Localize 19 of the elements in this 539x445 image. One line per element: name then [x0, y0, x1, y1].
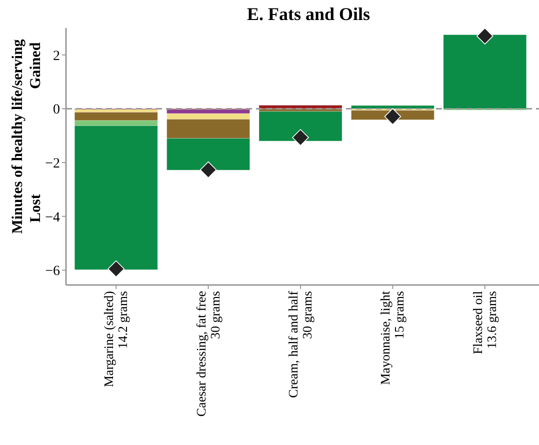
y-tick-label: 2	[53, 48, 60, 64]
point	[200, 161, 217, 178]
y-axis-title: Minutes of healthy life/serving	[10, 38, 26, 234]
point	[292, 129, 309, 146]
text: Gained	[28, 42, 44, 90]
y-tick-label: 0	[53, 102, 60, 118]
point	[476, 28, 494, 44]
y-tick-label: −4	[45, 210, 60, 226]
chart-title: E. Fats and Oils	[246, 4, 370, 24]
x-tick-label: Caesar dressing, fat free 30 grams	[193, 290, 222, 417]
y-tick-label: −6	[45, 264, 60, 280]
text: Lost	[28, 194, 44, 222]
y-tick-label: −2	[45, 156, 60, 172]
point	[384, 108, 402, 125]
x-tick-label: Flaxseed oil 13.6 grams	[470, 290, 499, 354]
x-tick-label: Cream, half and half 30 grams	[286, 290, 314, 398]
point	[108, 260, 124, 278]
x-tick-label: Mayonnaise, light 15 grams	[378, 290, 407, 385]
x-tick-label: Margarine (salted) 14.2 grams	[101, 291, 130, 388]
